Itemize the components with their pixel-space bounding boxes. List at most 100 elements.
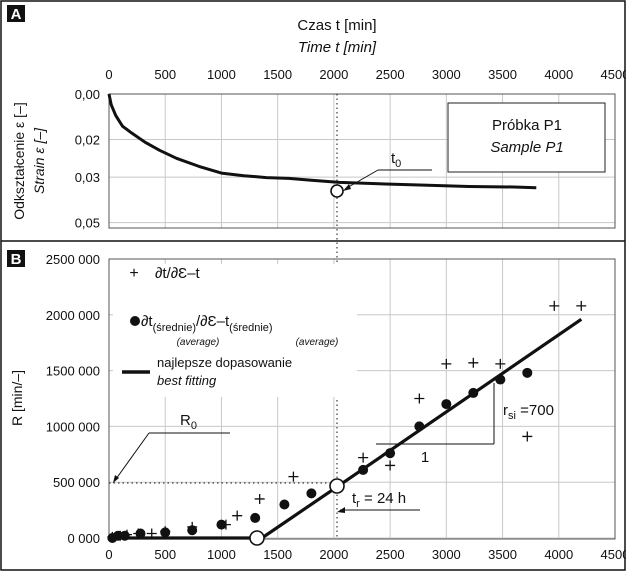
average-rate-point (385, 448, 396, 459)
rate-plus-point (288, 471, 299, 482)
panel-b-plot-area (108, 258, 616, 540)
best-fit-line (109, 317, 583, 540)
panel-b-x-tick-label: 3500 (488, 547, 517, 562)
legend-dot-marker (130, 316, 140, 326)
panel-a-x-tick-label: 4000 (544, 67, 573, 82)
panel-a-x-tick-label: 3500 (488, 67, 517, 82)
panel-a-y-tick-label: 0,05 (75, 216, 100, 231)
panel-b-x-tick-label: 3000 (432, 547, 461, 562)
panel-a-legend-line2: Sample P1 (490, 139, 563, 156)
panel-b-y-ticks: 0 000 500 000 1000 000 1500 000 2000 000 2500… (46, 252, 100, 546)
panel-a-x-tick-label: 4500 (601, 67, 626, 82)
average-rate-point (414, 421, 425, 432)
slope-rsi-label: rsi =700 (503, 402, 554, 422)
r0-label: R0 (180, 412, 197, 432)
rate-plus-point (121, 529, 132, 540)
fit-break-point-marker (329, 478, 345, 494)
rate-plus-point (254, 493, 265, 504)
rate-plus-point (232, 510, 243, 521)
panel-a-letter: A (11, 6, 22, 23)
legend-dot-sub1-en: (average) (177, 337, 220, 348)
rate-plus-point (495, 358, 506, 369)
panel-a-plot-area (108, 93, 616, 229)
average-rate-point (358, 464, 369, 475)
tr-label: tr = 24 h (352, 490, 406, 510)
panel-a-x-tick-label: 500 (154, 67, 176, 82)
panel-a-legend-box (447, 102, 606, 173)
rate-plus-point (549, 300, 560, 311)
average-rate-point (250, 512, 261, 523)
panel-b-y-tick-label: 0 000 (67, 531, 100, 546)
average-rate-point (279, 499, 290, 510)
panel-a-x-ticks: 0 500 1000 1500 2000 2500 3000 3500 4000 4500 (105, 67, 626, 82)
panel-a-legend-line1: Próbka P1 (492, 117, 562, 134)
average-rate-point (495, 374, 506, 385)
tr-arrowhead (337, 507, 345, 513)
rate-plus-point (441, 358, 452, 369)
panel-a-badge (7, 5, 25, 22)
panel-b-x-tick-label: 0 (105, 547, 112, 562)
panel-b-badge (7, 250, 25, 267)
rate-plus-point (468, 357, 479, 368)
panel-a-series (107, 93, 537, 190)
legend-fit-label-en: best fitting (157, 373, 217, 388)
panel-a-x-tick-label: 3000 (432, 67, 461, 82)
panel-b-y-tick-label: 2500 000 (46, 252, 100, 267)
panel-a-x-tick-label: 1000 (207, 67, 236, 82)
legend-dot-sub2-en: (average) (296, 337, 339, 348)
r0-arrowhead (113, 475, 119, 483)
panel-b-x-tick-label: 1000 (207, 547, 236, 562)
panel-a-y-ticks: 0,00 0,02 0,03 0,05 (75, 87, 100, 231)
panel-b-y-tick-label: 2000 000 (46, 308, 100, 323)
panel-a-y-tick-label: 0,00 (75, 87, 100, 102)
panel-b-x-tick-label: 4000 (544, 547, 573, 562)
panel-b: B 0 500 1000 1500 2000 2500 3000 3500 4000 4500 0… (7, 94, 626, 562)
r0-leader (115, 432, 150, 480)
legend-fit-label: najlepsze dopasowanie (157, 355, 292, 370)
panel-b-x-tick-label: 2000 (319, 547, 348, 562)
panel-a-x-tick-label: 1500 (263, 67, 292, 82)
panel-b-ylabel: R [min/–] (9, 370, 25, 426)
strain-curve (107, 93, 537, 190)
panel-a-x-tick-label: 2000 (319, 67, 348, 82)
rate-plus-point (146, 528, 157, 539)
average-rate-point (468, 387, 479, 398)
legend-plus-label: ∂t/∂Ɛ–t (155, 265, 201, 282)
panel-a-y-tick-label: 0,03 (75, 170, 100, 185)
panel-b-x-tick-label: 2500 (376, 547, 405, 562)
t0-label: t0 (391, 150, 401, 170)
rate-plus-point (522, 431, 533, 442)
rate-plus-point (576, 300, 587, 311)
panel-b-x-tick-label: 1500 (263, 547, 292, 562)
rate-plus-point (414, 393, 425, 404)
legend-plus-marker: + (129, 265, 138, 282)
panel-a-ylabel: Odkształcenie ε [–] (11, 102, 27, 220)
rate-plus-point (107, 531, 118, 542)
panel-b-y-tick-label: 500 000 (53, 475, 100, 490)
panel-a-x-tick-label: 0 (105, 67, 112, 82)
panel-a-y-tick-label: 0,02 (75, 133, 100, 148)
panel-a-ylabel-en: Strain ε [–] (31, 127, 47, 194)
legend-dot-label: ∂t(średnie)/∂Ɛ–t(średnie) (141, 313, 273, 334)
average-rate-point (306, 488, 317, 499)
panel-b-x-tick-label: 4500 (601, 547, 626, 562)
panel-a: A Czas t [min] Time t [min] 0 500 1000 1500… (7, 5, 626, 231)
rate-plus-point (220, 519, 231, 530)
panel-b-x-tick-label: 500 (154, 547, 176, 562)
panel-b-series (107, 300, 587, 543)
fit-start-point-marker (249, 530, 265, 546)
rate-plus-point (160, 526, 171, 537)
panel-a-title: Czas t [min] (297, 17, 376, 34)
panel-b-letter: B (11, 251, 22, 268)
panel-a-subtitle: Time t [min] (298, 39, 377, 56)
rate-plus-point (133, 528, 144, 539)
average-rate-point (441, 399, 452, 410)
slope-run-label: 1 (421, 449, 429, 466)
rate-plus-point (187, 521, 198, 532)
rate-plus-point (358, 452, 369, 463)
t0-leader (344, 169, 379, 190)
t0-point-marker (330, 184, 344, 198)
panel-a-x-tick-label: 2500 (376, 67, 405, 82)
